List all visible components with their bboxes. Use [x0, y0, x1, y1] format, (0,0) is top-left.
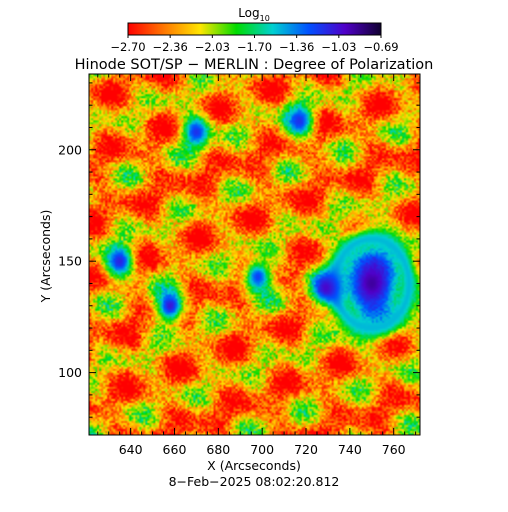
colorbar: [127, 22, 382, 36]
colorbar-tick-label: −1.36: [279, 40, 314, 54]
chart-title: Hinode SOT/SP − MERLIN : Degree of Polar…: [75, 57, 434, 73]
colorbar-tick-label: −2.36: [153, 40, 188, 54]
x-tick-label: 700: [250, 442, 274, 457]
colorbar-label: Log10: [238, 6, 270, 23]
heatmap-area: [89, 74, 420, 435]
y-axis-label: Y (Arcseconds): [38, 210, 53, 304]
x-tick-label: 760: [382, 442, 406, 457]
colorbar-tick-label: −1.70: [237, 40, 272, 54]
x-tick-label: 660: [163, 442, 187, 457]
x-tick-label: 720: [294, 442, 318, 457]
x-axis-label: X (Arcseconds): [207, 458, 301, 473]
y-tick-label: 100: [58, 365, 82, 380]
x-tick-label: 740: [338, 442, 362, 457]
colorbar-ticks: −2.70 −2.36 −2.03 −1.70 −1.36 −1.03 −0.69: [110, 35, 399, 54]
polarization-map-image: [89, 74, 420, 435]
x-tick-label: 680: [206, 442, 230, 457]
y-tick-label: 200: [58, 142, 82, 157]
colorbar-tick-label: −2.03: [195, 40, 230, 54]
x-tick-label: 640: [119, 442, 143, 457]
y-tick-label: 150: [58, 254, 82, 269]
colorbar-tick-label: −1.03: [321, 40, 356, 54]
axes: 640 660 680 700 720 740 760 100 150 200: [58, 74, 420, 457]
colorbar-tick-label: −0.69: [363, 40, 398, 54]
timestamp: 8−Feb−2025 08:02:20.812: [169, 474, 340, 489]
colorbar-tick-label: −2.70: [110, 40, 145, 54]
plot-frame: [88, 73, 421, 436]
